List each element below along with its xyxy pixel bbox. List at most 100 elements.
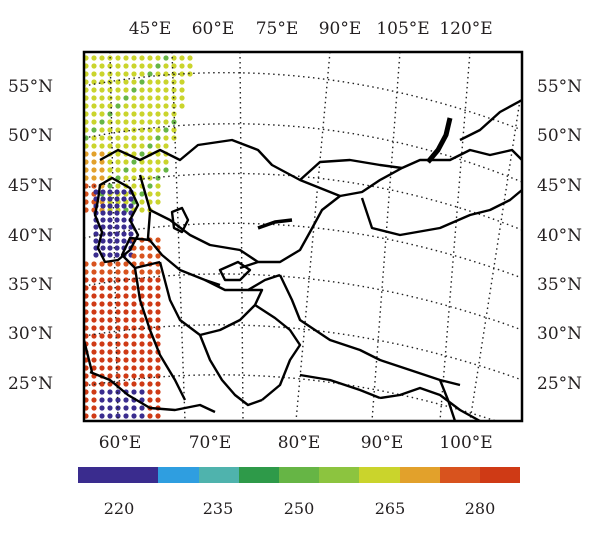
data-point xyxy=(115,135,121,141)
data-point xyxy=(115,63,121,69)
data-point xyxy=(91,325,97,331)
data-point xyxy=(171,79,177,85)
data-point xyxy=(131,63,137,69)
data-point xyxy=(123,341,129,347)
data-point xyxy=(139,167,145,173)
data-point xyxy=(147,111,153,117)
data-point xyxy=(139,95,145,101)
right-lat-label: 55°N xyxy=(537,77,583,97)
data-point xyxy=(115,55,121,61)
data-point xyxy=(107,269,113,275)
data-point xyxy=(99,277,105,283)
data-point xyxy=(147,245,153,251)
data-point xyxy=(139,191,145,197)
data-point xyxy=(115,159,121,165)
data-point xyxy=(123,143,129,149)
data-point xyxy=(155,277,161,283)
data-point xyxy=(163,79,169,85)
data-point xyxy=(123,119,129,125)
data-point xyxy=(107,210,113,216)
data-point xyxy=(114,203,120,209)
data-point xyxy=(93,189,99,195)
data-point xyxy=(121,231,127,237)
data-point xyxy=(131,167,137,173)
data-point xyxy=(179,71,185,77)
data-point xyxy=(155,167,161,173)
data-point xyxy=(107,63,113,69)
colorbar xyxy=(78,467,521,483)
data-point xyxy=(179,55,185,61)
data-point xyxy=(107,127,113,133)
data-point xyxy=(115,397,121,403)
data-point xyxy=(107,389,113,395)
data-point xyxy=(107,217,113,223)
data-point xyxy=(123,293,129,299)
data-point xyxy=(115,293,121,299)
data-point xyxy=(139,413,145,419)
data-point xyxy=(179,103,185,109)
data-point xyxy=(139,405,145,411)
data-point xyxy=(171,111,177,117)
data-point xyxy=(163,127,169,133)
data-point xyxy=(131,333,137,339)
data-point xyxy=(131,341,137,347)
data-point xyxy=(123,261,129,267)
data-point xyxy=(147,71,153,77)
bottom-lon-label: 70°E xyxy=(188,433,232,453)
left-lat-label: 45°N xyxy=(8,176,54,196)
data-point xyxy=(91,71,97,77)
data-point xyxy=(99,333,105,339)
data-point xyxy=(107,277,113,283)
data-point xyxy=(100,203,106,209)
top-lon-label: 45°E xyxy=(128,19,172,39)
data-point xyxy=(147,317,153,323)
data-point xyxy=(163,143,169,149)
data-point xyxy=(139,325,145,331)
data-point xyxy=(139,333,145,339)
data-point xyxy=(139,119,145,125)
data-point xyxy=(99,261,105,267)
data-point xyxy=(91,301,97,307)
data-point xyxy=(131,111,137,117)
data-point xyxy=(99,341,105,347)
data-point xyxy=(155,373,161,379)
data-point xyxy=(131,285,137,291)
data-point xyxy=(121,224,127,230)
data-point xyxy=(131,325,137,331)
data-point xyxy=(121,189,127,195)
colorbar-swatch xyxy=(359,467,400,483)
data-point xyxy=(123,277,129,283)
colorbar-swatch xyxy=(479,467,521,483)
data-point xyxy=(115,87,121,93)
data-point xyxy=(115,317,121,323)
data-point xyxy=(91,151,97,157)
data-point xyxy=(99,325,105,331)
data-point xyxy=(99,349,105,355)
data-point xyxy=(115,309,121,315)
data-point xyxy=(147,389,153,395)
data-point xyxy=(155,159,161,165)
bottom-lon-label: 100°E xyxy=(439,433,493,453)
data-point xyxy=(131,79,137,85)
data-point xyxy=(155,191,161,197)
data-point xyxy=(123,333,129,339)
data-point xyxy=(171,55,177,61)
data-point xyxy=(115,413,121,419)
data-point xyxy=(115,111,121,117)
data-point xyxy=(99,71,105,77)
bottom-lon-label: 80°E xyxy=(277,433,321,453)
data-point xyxy=(131,119,137,125)
top-lon-label: 120°E xyxy=(439,19,493,39)
data-point xyxy=(139,207,145,213)
data-point xyxy=(147,183,153,189)
data-point xyxy=(163,55,169,61)
data-point xyxy=(121,238,127,244)
colorbar-tick-label: 235 xyxy=(202,499,234,518)
data-point xyxy=(139,143,145,149)
data-point xyxy=(107,183,113,189)
data-point xyxy=(115,269,121,275)
data-point xyxy=(123,413,129,419)
data-point xyxy=(114,224,120,230)
data-point xyxy=(91,87,97,93)
data-point xyxy=(147,79,153,85)
